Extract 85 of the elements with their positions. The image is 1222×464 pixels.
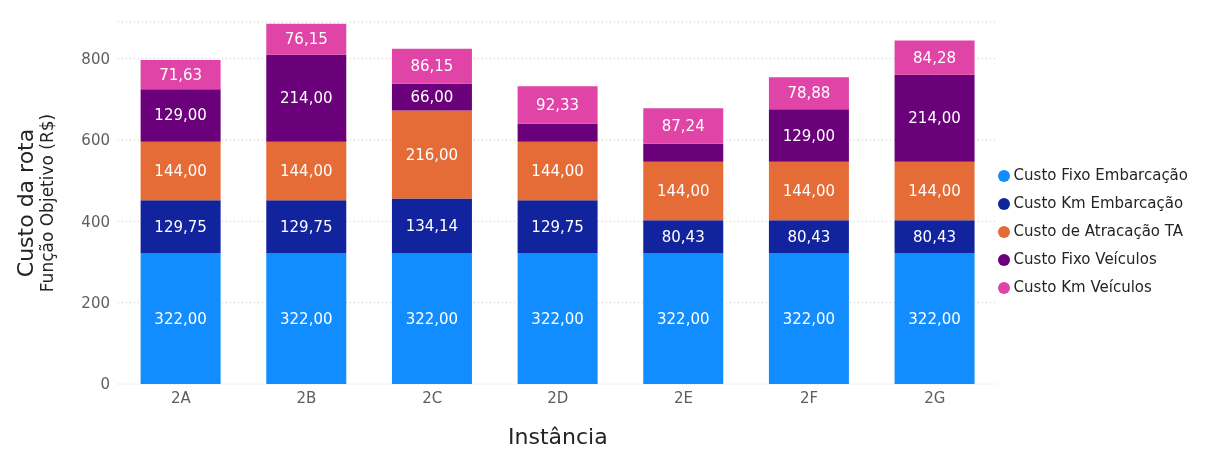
bar: [643, 220, 724, 254]
x-tick-label: 2F: [800, 388, 819, 407]
bar: [140, 141, 221, 201]
data-label: 322,00: [908, 309, 961, 328]
bar: [643, 108, 724, 144]
bar: [768, 220, 849, 254]
bar: [894, 74, 975, 162]
data-label: 322,00: [405, 309, 459, 328]
bar: [140, 200, 221, 254]
bar: [517, 253, 598, 384]
data-label: 66,00: [410, 88, 454, 107]
x-tick-label: 2C: [422, 388, 443, 407]
data-label: 144,00: [280, 161, 333, 180]
legend-label: Custo Fixo Veículos: [1013, 250, 1157, 268]
bar: [391, 48, 472, 84]
data-label: 322,00: [531, 309, 584, 328]
bar: [140, 60, 221, 90]
bar: [517, 123, 598, 142]
data-label: 84,28: [913, 48, 957, 67]
y-tick-label: 600: [81, 131, 110, 150]
data-label: 322,00: [280, 309, 333, 328]
data-label: 129,75: [154, 217, 207, 236]
legend-label: Custo de Atracação TA: [1013, 222, 1184, 240]
data-label: 216,00: [405, 145, 459, 164]
bar: [768, 161, 849, 221]
data-label: 322,00: [154, 309, 207, 328]
bar: [140, 253, 221, 384]
bar: [643, 253, 724, 384]
x-axis-title: Instância: [507, 424, 608, 449]
data-label: 134,14: [405, 216, 459, 235]
data-label: 129,75: [531, 217, 584, 236]
bar: [517, 86, 598, 124]
bar: [517, 141, 598, 201]
data-label: 144,00: [908, 182, 961, 201]
bar: [266, 200, 347, 254]
bar: [768, 109, 849, 162]
bar: [266, 253, 347, 384]
y-tick-label: 800: [81, 49, 110, 68]
data-label: 129,00: [154, 106, 207, 125]
data-label: 129,75: [280, 217, 333, 236]
data-label: 144,00: [154, 161, 207, 180]
data-label: 214,00: [280, 89, 333, 108]
legend-label: Custo Fixo Embarcação: [1013, 166, 1188, 184]
bar: [391, 110, 472, 199]
data-label: 78,88: [787, 84, 831, 103]
bar: [894, 161, 975, 221]
bar: [266, 141, 347, 201]
y-axis-title: Custo da rota Função Objetivo (R$): [12, 113, 57, 293]
data-label: 87,24: [661, 117, 705, 136]
bar: [643, 161, 724, 221]
data-label: 92,33: [536, 96, 580, 115]
bar: [391, 253, 472, 384]
data-label: 214,00: [908, 109, 961, 128]
x-tick-label: 2A: [170, 388, 192, 407]
data-label: 71,63: [159, 65, 203, 84]
data-label: 80,43: [787, 227, 831, 246]
x-tick-label: 2B: [296, 388, 317, 407]
bar: [517, 200, 598, 254]
data-label: 76,15: [284, 30, 328, 49]
bar: [140, 89, 221, 142]
data-label: 144,00: [782, 182, 836, 201]
data-label: 80,43: [913, 227, 957, 246]
bar: [894, 253, 975, 384]
data-label: 86,15: [410, 57, 454, 76]
x-tick-label: 2D: [547, 388, 569, 407]
bar: [894, 220, 975, 254]
y-tick-label: 0: [100, 375, 110, 394]
y-tick-label: 400: [81, 212, 110, 231]
bar: [894, 40, 975, 75]
legend-label: Custo Km Veículos: [1013, 278, 1152, 296]
bar: [391, 198, 472, 254]
data-label: 322,00: [782, 309, 836, 328]
data-label: 80,43: [661, 227, 705, 246]
legend-label: Custo Km Embarcação: [1013, 194, 1184, 212]
bar: [768, 253, 849, 384]
data-label: 322,00: [657, 309, 710, 328]
bar: [643, 143, 724, 162]
data-label: 144,00: [531, 161, 584, 180]
data-label: 129,00: [782, 126, 836, 145]
bar: [266, 23, 347, 55]
x-tick-label: 2G: [924, 388, 946, 407]
y-tick-label: 200: [81, 293, 110, 312]
x-tick-label: 2E: [673, 388, 693, 407]
bar: [266, 54, 347, 142]
data-label: 144,00: [657, 182, 710, 201]
